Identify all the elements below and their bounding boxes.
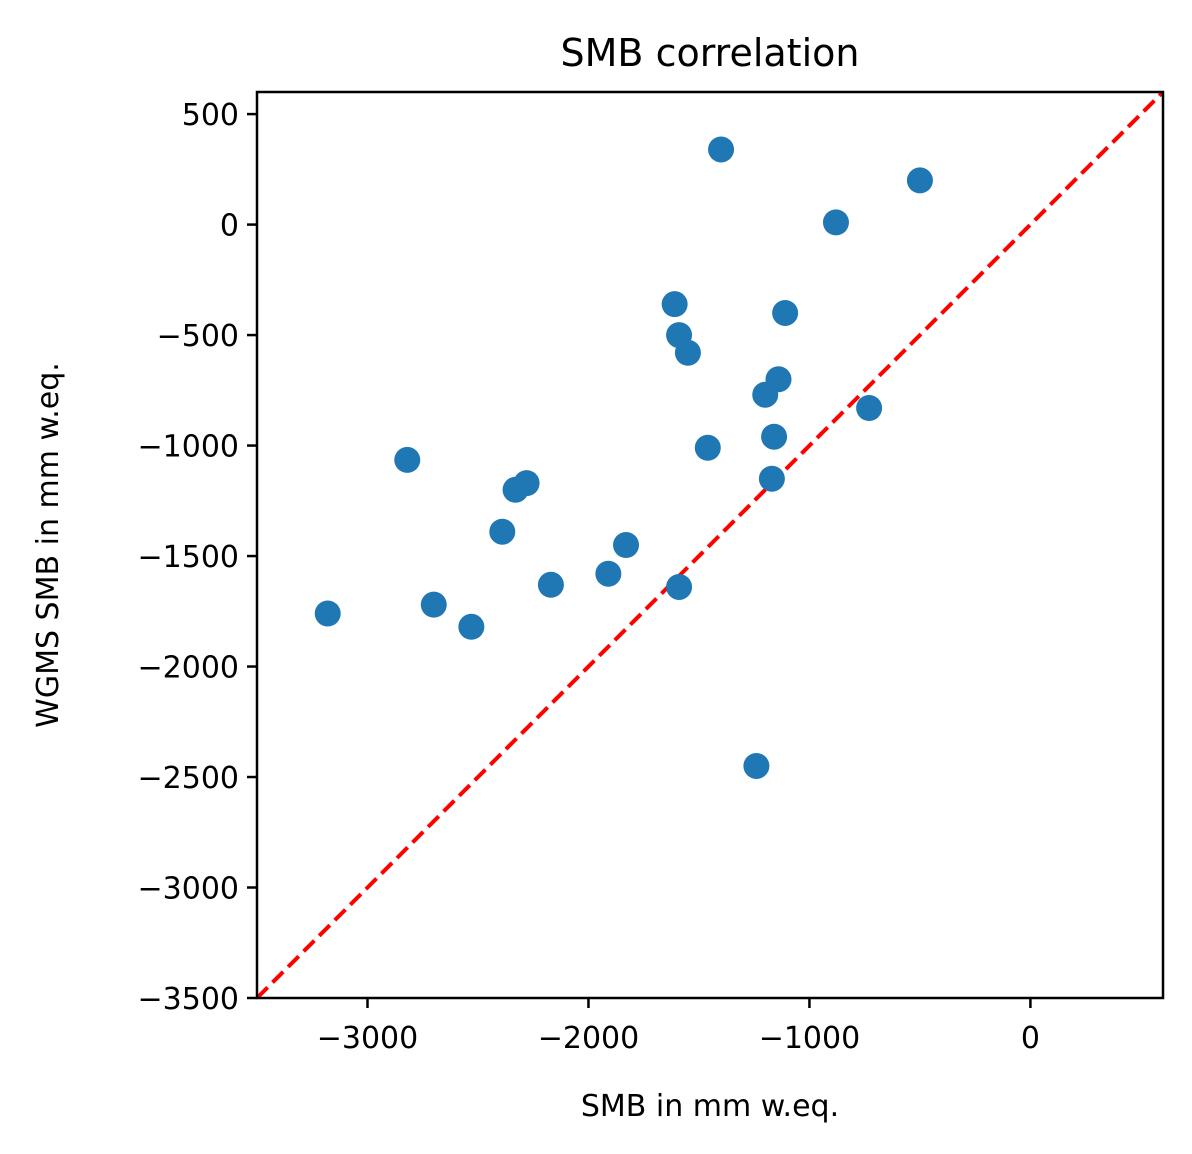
x-axis-label: SMB in mm w.eq. bbox=[581, 1089, 839, 1124]
x-axis-ticks: −3000 −2000 −1000 0 bbox=[317, 998, 1040, 1056]
chart-title: SMB correlation bbox=[561, 31, 860, 75]
data-point bbox=[856, 394, 883, 421]
data-point bbox=[613, 532, 640, 558]
y-tick-label: −3000 bbox=[138, 872, 239, 907]
y-tick-label: 500 bbox=[182, 98, 239, 133]
y-tick-label: −2500 bbox=[138, 761, 239, 796]
y-tick-label: −1000 bbox=[138, 430, 239, 465]
y-axis-ticks: −3500 −3000 −2500 −2000 −1500 −1000 −500 0 500 bbox=[138, 98, 257, 1017]
data-point bbox=[674, 339, 701, 366]
y-tick-label: −500 bbox=[157, 319, 239, 354]
data-point bbox=[906, 167, 933, 194]
data-point bbox=[752, 381, 779, 408]
data-point bbox=[743, 752, 770, 779]
data-point bbox=[772, 299, 799, 326]
data-point bbox=[489, 518, 516, 545]
identity-reference-line bbox=[257, 92, 1163, 998]
data-point bbox=[661, 291, 688, 318]
identity-line-layer bbox=[257, 92, 1163, 998]
plot-area-frame bbox=[255, 90, 1165, 1000]
y-tick-label: −2000 bbox=[138, 651, 239, 686]
data-point bbox=[502, 476, 529, 503]
data-point bbox=[694, 434, 721, 461]
data-point bbox=[394, 446, 421, 473]
data-point bbox=[822, 209, 849, 236]
y-tick-label: −3500 bbox=[138, 982, 239, 1017]
y-axis-label: WGMS SMB in mm w.eq. bbox=[31, 362, 66, 728]
x-tick-label: −2000 bbox=[538, 1021, 639, 1056]
y-tick-label: 0 bbox=[220, 209, 239, 244]
data-point bbox=[758, 465, 785, 492]
data-point bbox=[666, 573, 693, 600]
data-point bbox=[420, 591, 447, 618]
y-tick-label: −1500 bbox=[138, 540, 239, 575]
data-point bbox=[314, 600, 341, 627]
data-points bbox=[314, 136, 933, 779]
x-tick-label: −1000 bbox=[759, 1021, 860, 1056]
data-point bbox=[458, 613, 485, 640]
data-point bbox=[708, 136, 735, 163]
data-point bbox=[537, 571, 564, 598]
x-tick-label: −3000 bbox=[317, 1021, 418, 1056]
data-point bbox=[595, 560, 622, 587]
x-tick-label: 0 bbox=[1021, 1021, 1040, 1056]
data-point bbox=[761, 423, 788, 450]
